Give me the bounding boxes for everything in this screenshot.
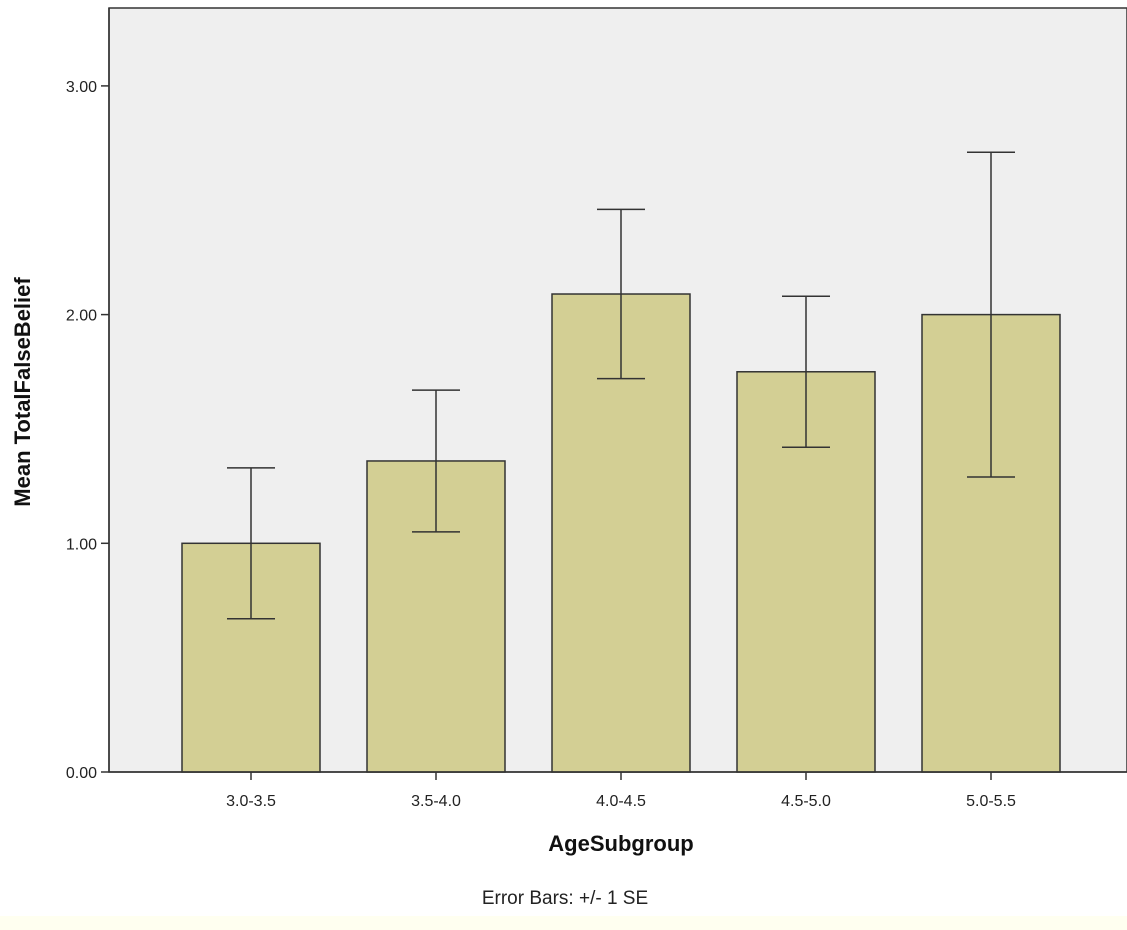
bottom-strip [0,916,1127,930]
x-axis-ticks: 3.0-3.5 3.5-4.0 4.0-4.5 4.5-5.0 5.0-5.5 [226,772,1016,810]
x-tick-label: 3.5-4.0 [411,793,461,810]
x-tick-label: 4.0-4.5 [596,793,646,810]
y-tick-label: 3.00 [66,79,97,96]
y-axis-ticks: 0.00 1.00 2.00 3.00 [66,79,109,782]
x-tick-label: 5.0-5.5 [966,793,1016,810]
x-tick-label: 3.0-3.5 [226,793,276,810]
x-axis-title: AgeSubgroup [548,831,693,856]
y-tick-label: 0.00 [66,765,97,782]
y-tick-label: 1.00 [66,536,97,553]
y-axis-title: Mean TotalFalseBelief [10,277,35,507]
x-tick-label: 4.5-5.0 [781,793,831,810]
y-tick-label: 2.00 [66,308,97,325]
error-bar-note: Error Bars: +/- 1 SE [482,888,648,909]
bar [736,371,876,773]
error-bars [227,151,1015,620]
